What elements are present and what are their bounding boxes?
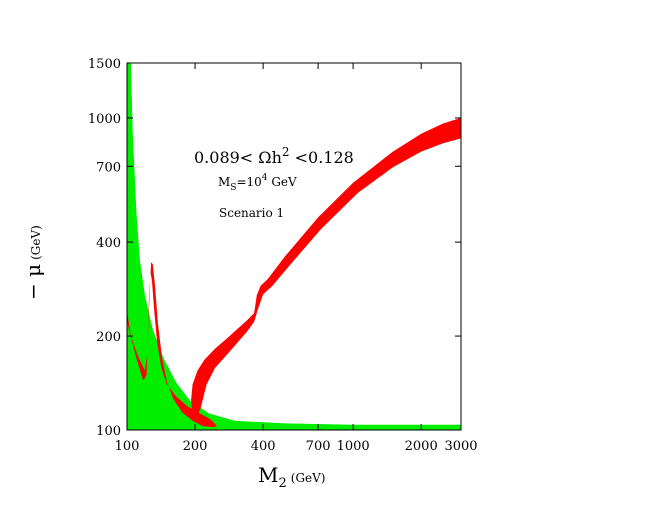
x-tick-label-5: 2000 [405, 439, 438, 454]
scenario-annotation: Scenario 1 [219, 206, 284, 220]
ms-annotation: MS=104 GeV [218, 173, 297, 193]
data-regions [127, 63, 461, 430]
x-tick-label-2: 400 [251, 439, 276, 454]
x-tick-label-6: 3000 [444, 439, 477, 454]
y-tick-label-3: 700 [96, 160, 121, 175]
y-tick-label-1: 200 [96, 330, 121, 345]
x-tick-label-3: 700 [306, 439, 331, 454]
x-tick-label-1: 200 [183, 439, 208, 454]
y-tick-label-0: 100 [96, 424, 121, 439]
y-tick-label-4: 1000 [88, 112, 121, 127]
axis-ticks: 100 200 400 700 1000 2000 3000 100 200 400 700 1000… [88, 57, 478, 454]
x-axis-title: M2 (GeV) [258, 463, 325, 491]
green-region-0 [127, 63, 461, 430]
y-tick-label-2: 400 [96, 236, 121, 251]
y-tick-label-5: 1500 [88, 57, 121, 72]
red-region-2 [127, 262, 217, 428]
y-axis-title: − μ(GeV) [21, 225, 45, 300]
x-tick-label-0: 100 [115, 439, 140, 454]
plot-frame [126, 62, 462, 431]
x-tick-label-4: 1000 [337, 439, 370, 454]
relic-density-annotation: 0.089< Ωh2 <0.128 [194, 145, 354, 167]
